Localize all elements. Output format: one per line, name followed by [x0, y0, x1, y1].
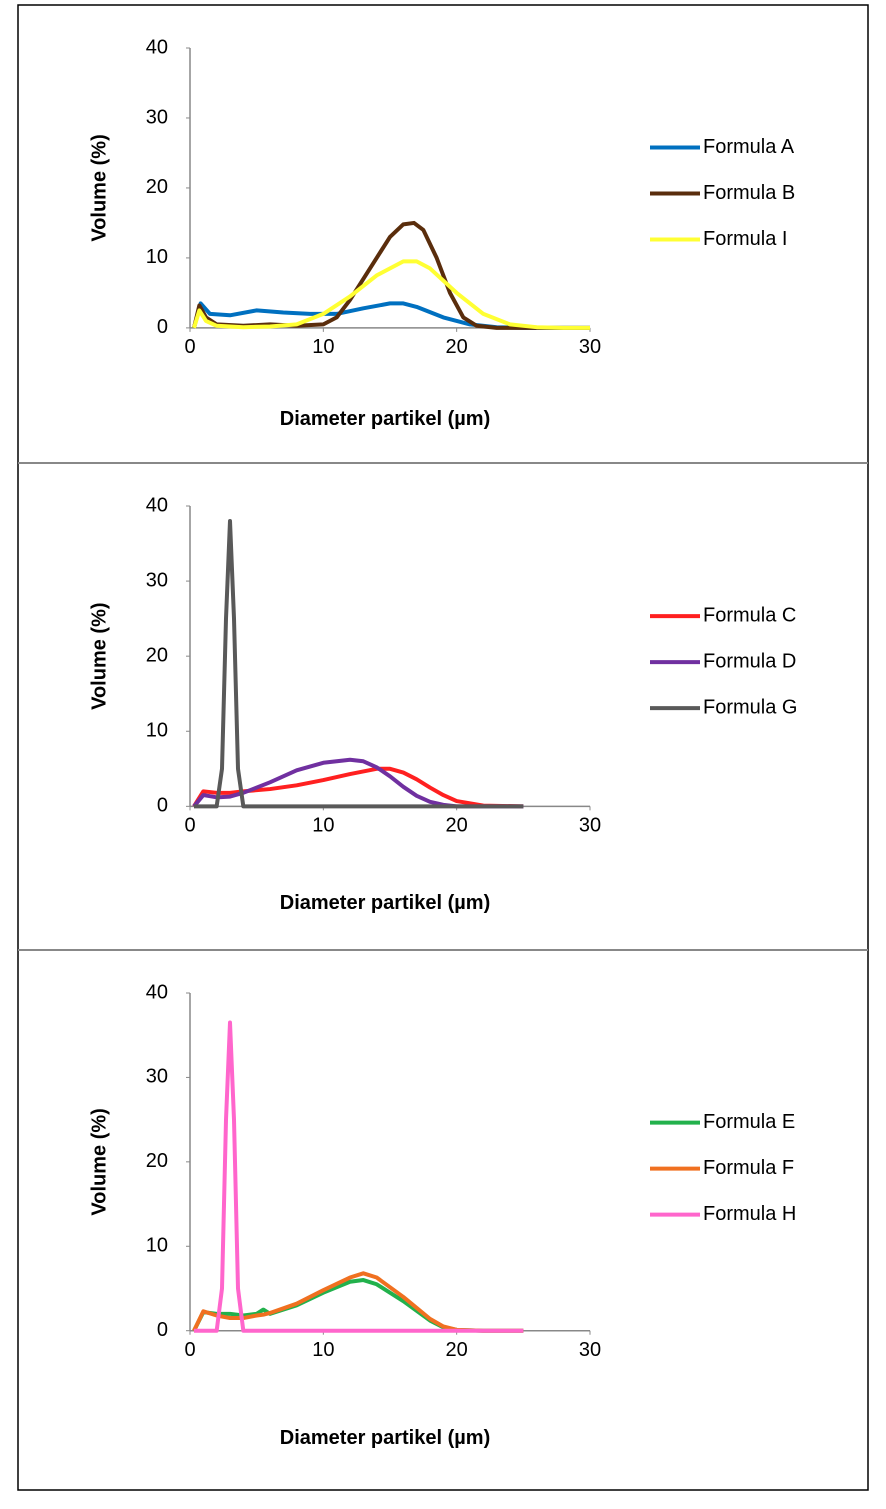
y-tick-label: 20	[146, 176, 168, 198]
legend-label: Formula C	[703, 604, 796, 626]
y-tick-label: 0	[157, 1319, 168, 1341]
y-axis-title: Volume (%)	[88, 602, 110, 709]
y-tick-label: 10	[146, 1235, 168, 1257]
y-axis-title: Volume (%)	[88, 1108, 110, 1215]
y-tick-label: 40	[146, 981, 168, 1003]
x-tick-label: 20	[446, 1339, 468, 1361]
data-line	[194, 521, 523, 806]
x-tick-label: 0	[184, 1339, 195, 1361]
legend-label: Formula I	[703, 228, 787, 250]
x-tick-label: 30	[579, 1339, 601, 1361]
legend-label: Formula F	[703, 1157, 794, 1179]
data-line	[194, 261, 590, 327]
y-tick-label: 40	[146, 494, 168, 516]
x-axis-title: Diameter partikel (µm)	[280, 408, 490, 430]
data-line	[194, 1023, 523, 1331]
x-tick-label: 10	[312, 336, 334, 358]
x-axis-title: Diameter partikel (µm)	[280, 892, 490, 914]
y-tick-label: 20	[146, 644, 168, 666]
y-axis-title: Volume (%)	[88, 134, 110, 241]
y-tick-label: 40	[146, 36, 168, 58]
y-tick-label: 30	[146, 1066, 168, 1088]
x-tick-label: 10	[312, 815, 334, 837]
figure: 0 10 20 30 40 0 10 20 30 Diameter partikel (µm) Vo…	[0, 0, 886, 1509]
legend-label: Formula B	[703, 182, 795, 204]
legend-label: Formula D	[703, 650, 796, 672]
x-tick-label: 0	[184, 815, 195, 837]
x-tick-label: 10	[312, 1339, 334, 1361]
x-tick-label: 20	[446, 815, 468, 837]
x-tick-label: 30	[579, 815, 601, 837]
legend-label: Formula E	[703, 1111, 795, 1133]
x-axis-title: Diameter partikel (µm)	[280, 1427, 490, 1449]
y-tick-label: 10	[146, 720, 168, 742]
legend-label: Formula G	[703, 696, 797, 718]
y-tick-label: 0	[157, 795, 168, 817]
y-tick-label: 10	[146, 246, 168, 268]
legend-label: Formula A	[703, 136, 795, 158]
y-tick-label: 30	[146, 106, 168, 128]
x-tick-label: 30	[579, 336, 601, 358]
x-tick-label: 0	[184, 336, 195, 358]
y-tick-label: 0	[157, 316, 168, 338]
y-tick-label: 20	[146, 1150, 168, 1172]
y-tick-label: 30	[146, 569, 168, 591]
x-tick-label: 20	[446, 336, 468, 358]
legend-label: Formula H	[703, 1203, 796, 1225]
